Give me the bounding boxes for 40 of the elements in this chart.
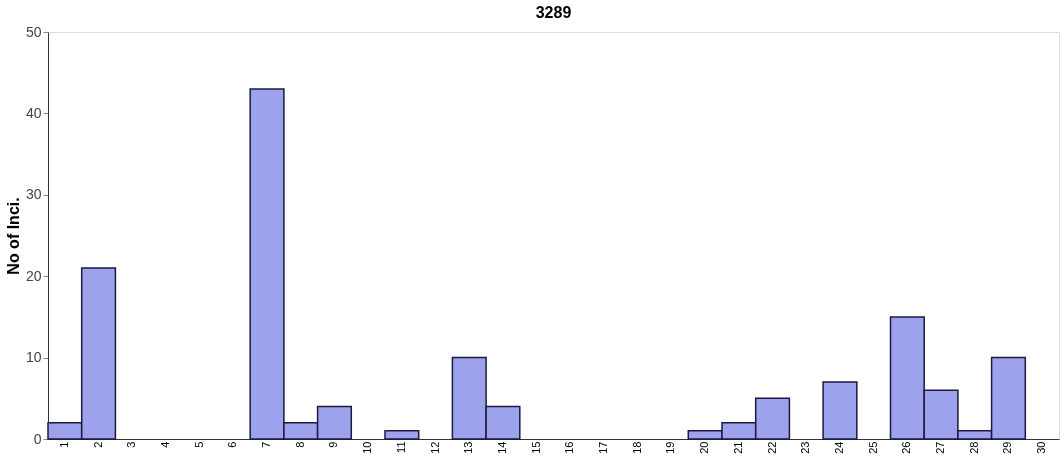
y-axis-title: No of Inci. bbox=[4, 197, 22, 275]
x-tick-label: 6 bbox=[226, 441, 239, 448]
x-tick-label: 8 bbox=[293, 441, 306, 448]
y-tick-label: 50 bbox=[25, 23, 42, 40]
y-tick-label: 10 bbox=[25, 349, 42, 366]
x-tick-label: 27 bbox=[934, 441, 947, 454]
x-tick-label: 17 bbox=[597, 441, 610, 454]
x-tick-label: 7 bbox=[260, 441, 273, 448]
x-tick-label: 16 bbox=[563, 441, 576, 454]
x-tick-label: 23 bbox=[799, 441, 812, 454]
bar bbox=[822, 381, 858, 440]
chart-title: 3289 bbox=[535, 4, 572, 21]
x-tick-label: 25 bbox=[866, 441, 879, 454]
x-tick-label: 19 bbox=[664, 441, 677, 454]
x-tick-label: 3 bbox=[125, 441, 138, 448]
x-tick-label: 1 bbox=[57, 441, 70, 448]
x-tick-label: 15 bbox=[529, 441, 542, 454]
x-tick-label: 2 bbox=[91, 441, 104, 448]
x-tick-label: 13 bbox=[462, 441, 475, 454]
x-tick-label: 21 bbox=[731, 441, 744, 454]
x-tick-label: 12 bbox=[428, 441, 441, 454]
x-tick-label: 20 bbox=[698, 441, 711, 454]
x-tick-label: 29 bbox=[1001, 441, 1014, 454]
y-tick-label: 20 bbox=[25, 267, 42, 284]
x-tick-label: 14 bbox=[495, 441, 508, 454]
x-tick-label: 9 bbox=[327, 441, 340, 448]
x-tick-label: 4 bbox=[158, 441, 171, 448]
x-tick-label: 22 bbox=[765, 441, 778, 454]
x-tick-label: 24 bbox=[832, 441, 845, 454]
y-tick-label: 40 bbox=[25, 104, 42, 121]
x-tick-label: 11 bbox=[394, 441, 407, 453]
x-tick-label: 5 bbox=[192, 441, 205, 448]
y-tick-label: 0 bbox=[33, 430, 42, 447]
x-tick-label: 28 bbox=[967, 441, 980, 454]
bar bbox=[384, 430, 420, 440]
y-tick-label: 30 bbox=[25, 186, 42, 203]
x-tick-label: 26 bbox=[900, 441, 913, 454]
x-tick-label: 30 bbox=[1035, 441, 1048, 454]
x-tick-label: 10 bbox=[361, 441, 374, 454]
x-tick-label: 18 bbox=[630, 441, 643, 454]
